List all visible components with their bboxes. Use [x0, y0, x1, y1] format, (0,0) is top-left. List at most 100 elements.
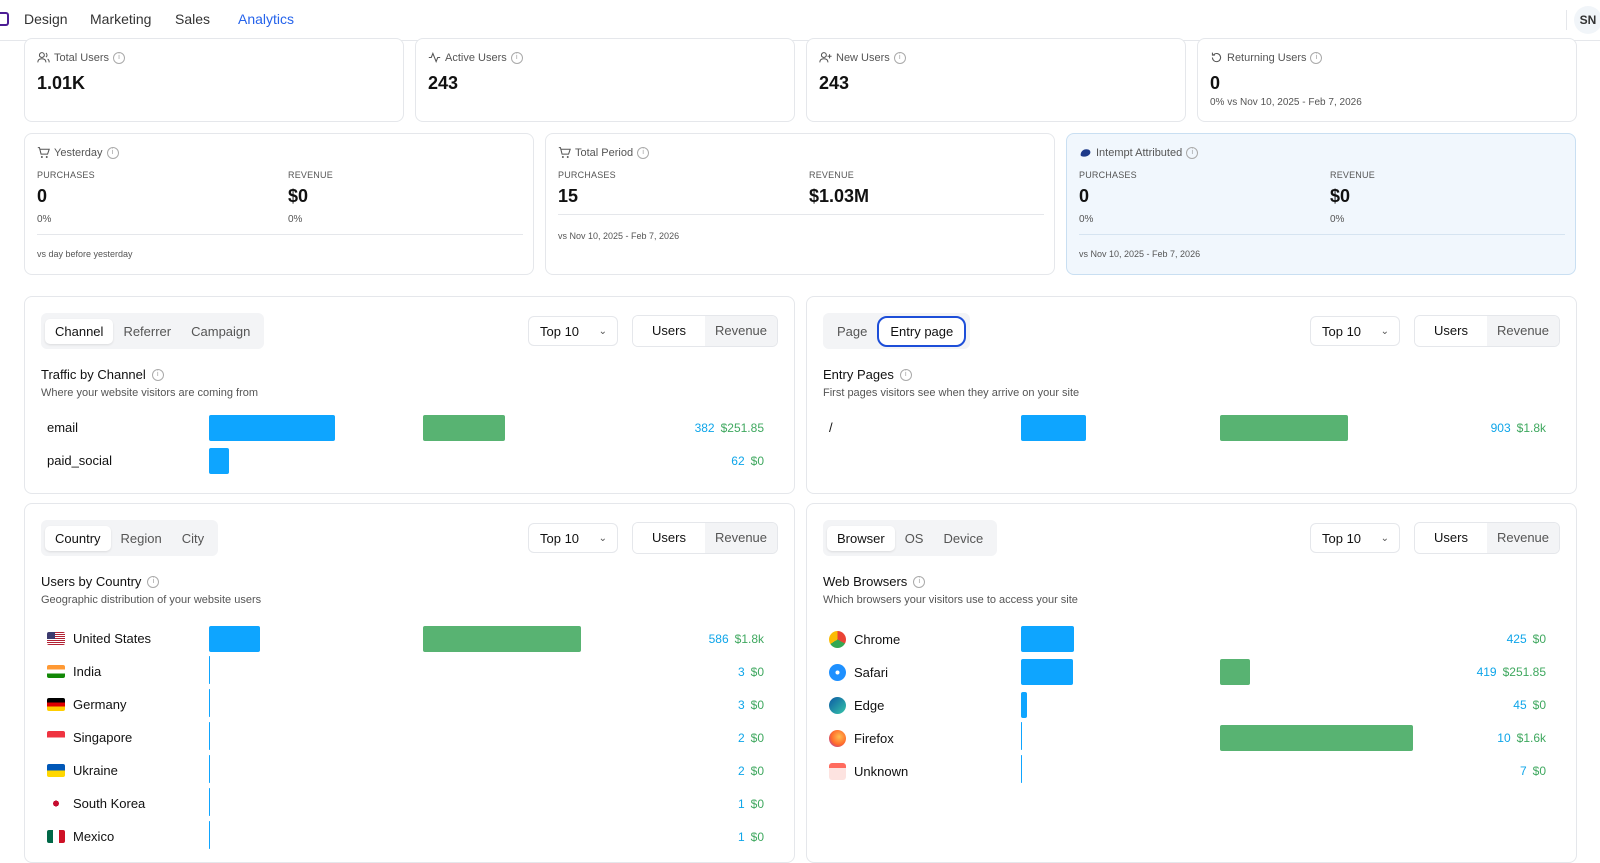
- row-label-text: Ukraine: [73, 763, 118, 778]
- revenue-value: $0: [750, 698, 764, 712]
- info-icon[interactable]: i: [151, 368, 164, 381]
- revenue-toggle[interactable]: Revenue: [705, 523, 777, 553]
- row-values: 62 $0: [731, 454, 764, 468]
- users-toggle[interactable]: Users: [1415, 523, 1487, 553]
- row-values: 419 $251.85: [1477, 665, 1546, 679]
- purchases-label: PURCHASES: [1079, 170, 1137, 180]
- revenue-value: $0: [1532, 698, 1546, 712]
- channel-row-label: email: [47, 420, 78, 435]
- stat-label-text: Intempt Attributed: [1096, 146, 1183, 159]
- browser-row-label: Unknown: [829, 763, 908, 780]
- country-row-label: Mexico: [47, 829, 114, 844]
- row-values: 7 $0: [1520, 764, 1546, 778]
- users-bar: [209, 415, 335, 441]
- chrome-icon: [829, 631, 846, 648]
- section-subtitle: Geographic distribution of your website …: [41, 594, 262, 606]
- tab-country[interactable]: Country: [45, 525, 111, 551]
- firefox-icon: [829, 730, 846, 747]
- info-icon[interactable]: i: [893, 51, 906, 64]
- top-n-dropdown[interactable]: Top 10 ⌄: [1310, 523, 1400, 553]
- row-values: 45 $0: [1513, 698, 1546, 712]
- users-bar: [209, 626, 260, 652]
- tab-city[interactable]: City: [181, 530, 205, 546]
- section-title: Web Browsers i: [823, 574, 926, 589]
- tab-design[interactable]: Design: [24, 11, 68, 27]
- info-icon[interactable]: i: [510, 51, 523, 64]
- revenue-toggle[interactable]: Revenue: [1487, 316, 1559, 346]
- revenue-value: $0: [1532, 632, 1546, 646]
- dropdown-value: Top 10: [540, 324, 580, 339]
- info-icon[interactable]: i: [913, 575, 926, 588]
- tab-browser[interactable]: Browser: [827, 525, 895, 551]
- row-label-text: paid_social: [47, 453, 113, 468]
- users-toggle[interactable]: Users: [633, 523, 705, 553]
- revenue-toggle[interactable]: Revenue: [705, 316, 777, 346]
- info-icon[interactable]: i: [106, 146, 119, 159]
- entry-row-label: /: [829, 420, 833, 435]
- country-row-label: Singapore: [47, 730, 132, 745]
- flag-in-icon: [47, 665, 65, 678]
- section-title-text: Traffic by Channel: [41, 367, 146, 382]
- purchases-value: 0: [37, 186, 48, 206]
- info-icon[interactable]: i: [899, 368, 912, 381]
- row-values: 382 $251.85: [695, 421, 764, 435]
- logo-icon: [0, 12, 9, 26]
- metric-toggle: Users Revenue: [632, 315, 778, 347]
- section-subtitle: First pages visitors see when they arriv…: [823, 387, 1080, 399]
- revenue-bar: [423, 626, 581, 652]
- info-icon[interactable]: i: [113, 51, 126, 64]
- tab-marketing[interactable]: Marketing: [90, 11, 152, 27]
- row-label-text: United States: [73, 631, 152, 646]
- revenue-value: $1.8k: [734, 632, 764, 646]
- stat-label: Returning Users i: [1210, 51, 1323, 64]
- users-value: 45: [1513, 698, 1527, 712]
- users-value: 2: [737, 764, 745, 778]
- info-icon[interactable]: i: [147, 575, 160, 588]
- top-n-dropdown[interactable]: Top 10 ⌄: [528, 523, 618, 553]
- commerce-card-intempt-attributed: Intempt Attributed i PURCHASES 0 0% REVE…: [1066, 133, 1576, 275]
- revenue-bar: [1220, 659, 1251, 685]
- row-values: 3 $0: [738, 665, 764, 679]
- section-title-text: Users by Country: [41, 574, 142, 589]
- revenue-toggle[interactable]: Revenue: [1487, 523, 1559, 553]
- avatar[interactable]: SN: [1574, 6, 1600, 34]
- stat-value: 243: [819, 73, 850, 93]
- info-icon[interactable]: i: [1310, 51, 1323, 64]
- users-value: 10: [1497, 731, 1511, 745]
- top-n-dropdown[interactable]: Top 10 ⌄: [528, 316, 618, 346]
- tab-analytics[interactable]: Analytics: [226, 0, 307, 40]
- users-value: 419: [1476, 665, 1497, 679]
- section-subtitle: Where your website visitors are coming f…: [41, 387, 259, 399]
- chevron-down-icon: ⌄: [598, 326, 607, 337]
- flag-kr-icon: [47, 797, 65, 810]
- info-icon[interactable]: i: [637, 146, 650, 159]
- tab-sales[interactable]: Sales: [175, 11, 211, 27]
- tab-campaign[interactable]: Campaign: [191, 323, 251, 339]
- country-row-label: India: [47, 664, 101, 679]
- row-label-text: Unknown: [854, 764, 909, 779]
- tab-device[interactable]: Device: [943, 530, 984, 546]
- comparison-text: vs Nov 10, 2025 - Feb 7, 2026: [1079, 249, 1201, 259]
- dropdown-value: Top 10: [1322, 324, 1362, 339]
- tab-channel[interactable]: Channel: [45, 318, 114, 344]
- users-bar: [209, 821, 210, 849]
- users-bar: [209, 722, 210, 750]
- section-title: Traffic by Channel i: [41, 367, 164, 382]
- tab-region[interactable]: Region: [120, 530, 162, 546]
- users-toggle[interactable]: Users: [633, 316, 705, 346]
- tab-page[interactable]: Page: [837, 323, 868, 339]
- info-icon[interactable]: i: [1186, 146, 1199, 159]
- users-bar: [1021, 415, 1086, 441]
- revenue-value: $251.85: [1502, 665, 1546, 679]
- tab-entry-page[interactable]: Entry page: [877, 315, 967, 347]
- tab-os[interactable]: OS: [904, 530, 924, 546]
- users-value: 2: [737, 731, 745, 745]
- cart-icon: [37, 147, 50, 158]
- purchases-label: PURCHASES: [558, 170, 616, 180]
- safari-icon: [829, 664, 846, 681]
- browser-panel: Browser OS Device Top 10 ⌄ Users Revenue…: [806, 503, 1577, 863]
- tab-referrer[interactable]: Referrer: [123, 323, 172, 339]
- nav-divider: [1566, 10, 1567, 30]
- top-n-dropdown[interactable]: Top 10 ⌄: [1310, 316, 1400, 346]
- users-toggle[interactable]: Users: [1415, 316, 1487, 346]
